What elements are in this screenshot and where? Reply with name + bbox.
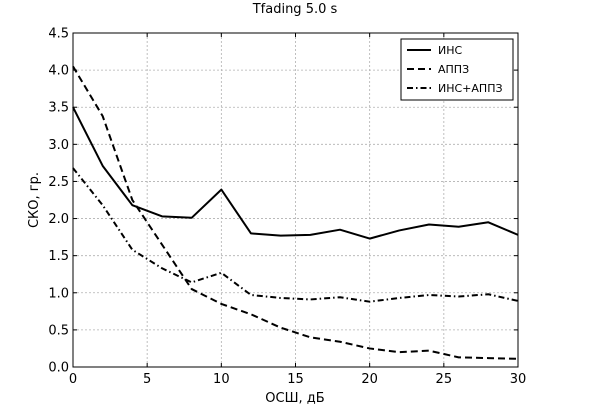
y-tick-label: 3.5 [48, 101, 69, 116]
y-tick-label: 1.5 [48, 249, 69, 264]
ticks [72, 32, 519, 368]
x-tick-label: 25 [436, 372, 453, 387]
chart-title: Tfading 5.0 s [252, 2, 338, 17]
x-tick-label: 15 [287, 372, 304, 387]
series-line-0 [72, 106, 519, 240]
x-tick-label: 5 [143, 372, 151, 387]
x-axis-label: ОСШ, дБ [265, 391, 324, 406]
legend-label: ИНС+АППЗ [438, 82, 503, 95]
y-tick-label: 4.0 [48, 64, 69, 79]
y-tick-label: 4.5 [48, 27, 69, 42]
y-tick-label: 0.0 [48, 361, 69, 376]
x-tick-label: 20 [361, 372, 378, 387]
y-tick-label: 2.0 [48, 212, 69, 227]
x-tick-label: 0 [69, 372, 77, 387]
series-group [72, 65, 519, 360]
x-tick-label: 10 [213, 372, 230, 387]
tick-labels: 0 5 10 15 20 25 30 0.0 0.5 1.0 1.5 2.0 2.5 3.0 3.5 4.0 4… [48, 27, 526, 388]
y-tick-label: 1.0 [48, 286, 69, 301]
y-tick-label: 3.0 [48, 138, 69, 153]
legend-label: АППЗ [438, 63, 469, 76]
legend: ИНС АППЗ ИНС+АППЗ [400, 38, 514, 101]
series-line-1 [72, 65, 519, 360]
y-tick-label: 2.5 [48, 175, 69, 190]
x-tick-label: 30 [510, 372, 527, 387]
y-axis-label: СКО, гр. [27, 172, 42, 228]
y-tick-label: 0.5 [48, 323, 69, 338]
legend-label: ИНС [438, 44, 463, 57]
